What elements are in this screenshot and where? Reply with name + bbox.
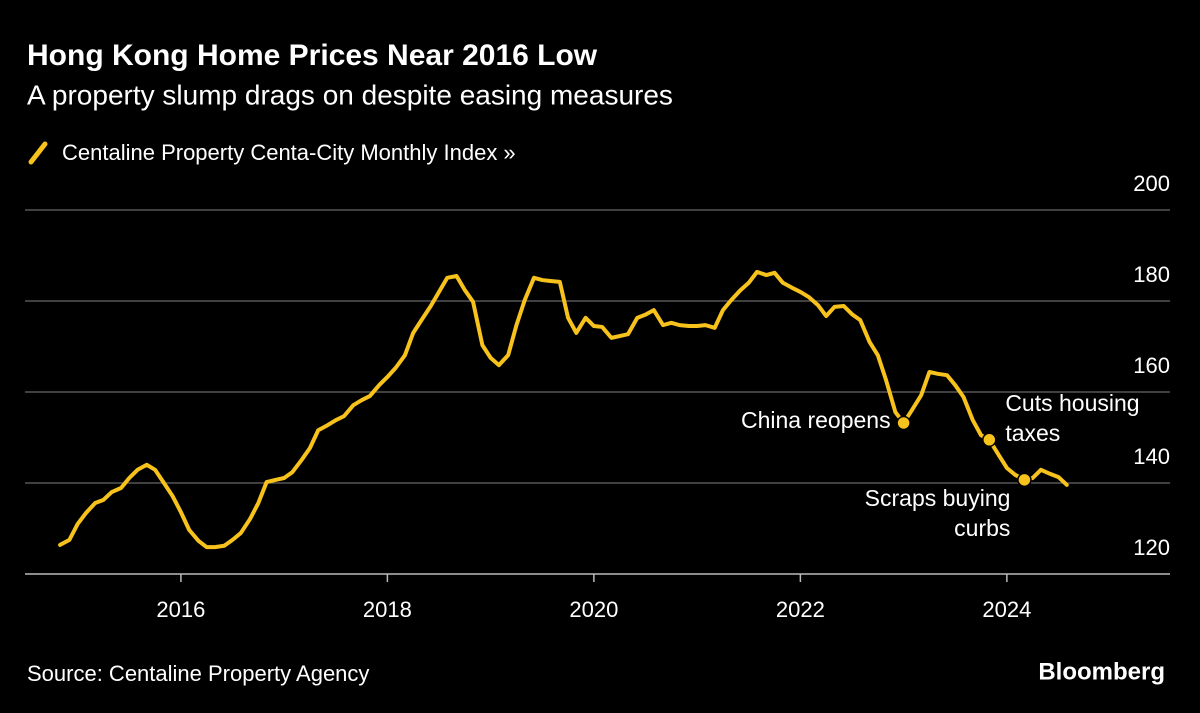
y-tick-label: 160 — [1133, 353, 1170, 378]
annotation-label: China reopens — [741, 407, 891, 433]
annotation-label: taxes — [1005, 420, 1060, 446]
x-tick-label: 2022 — [776, 597, 825, 622]
annotation-label: curbs — [954, 515, 1010, 541]
annotation-dot — [896, 415, 911, 431]
legend-label: Centaline Property Centa-City Monthly In… — [62, 140, 516, 165]
annotation-dot — [1017, 472, 1032, 488]
legend-swatch — [28, 141, 48, 165]
x-tick-label: 2024 — [982, 597, 1031, 622]
annotation-dot — [982, 432, 997, 448]
x-tick-label: 2018 — [363, 597, 412, 622]
x-tick-label: 2016 — [156, 597, 205, 622]
chart-title: Hong Kong Home Prices Near 2016 Low — [27, 39, 598, 72]
annotation-label: Scraps buying — [865, 485, 1011, 511]
chart-subtitle: A property slump drags on despite easing… — [27, 79, 673, 110]
source: Source: Centaline Property Agency — [27, 661, 369, 686]
y-tick-label: 200 — [1133, 171, 1170, 196]
y-tick-label: 120 — [1133, 535, 1170, 560]
x-tick-label: 2020 — [569, 597, 618, 622]
y-tick-label: 140 — [1133, 444, 1170, 469]
y-tick-label: 180 — [1133, 262, 1170, 287]
annotation-label: Cuts housing — [1005, 390, 1139, 416]
brand: Bloomberg — [1038, 658, 1165, 685]
